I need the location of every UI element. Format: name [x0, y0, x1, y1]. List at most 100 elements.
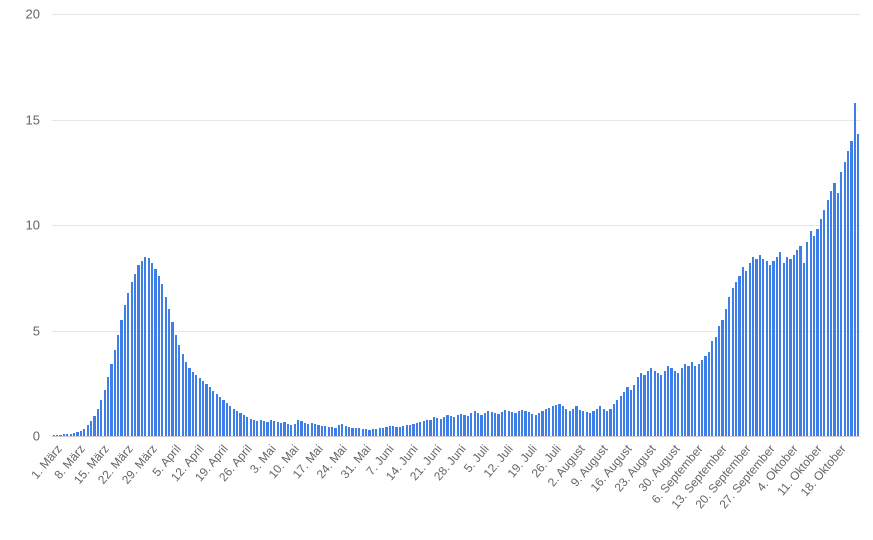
bar — [677, 373, 679, 436]
bar — [616, 400, 618, 436]
bar — [219, 397, 221, 436]
bar — [80, 431, 82, 436]
bar — [355, 428, 357, 436]
bar — [555, 405, 557, 436]
bar — [518, 411, 520, 436]
bar — [175, 335, 177, 436]
bar — [687, 366, 689, 436]
bar — [531, 414, 533, 436]
bar — [752, 257, 754, 436]
bar — [236, 411, 238, 436]
bar — [572, 409, 574, 436]
bar — [104, 390, 106, 436]
bar — [691, 362, 693, 436]
bar — [311, 423, 313, 436]
bar — [528, 412, 530, 436]
bar — [429, 420, 431, 436]
bar — [827, 200, 829, 436]
bar — [362, 429, 364, 436]
bar — [749, 263, 751, 436]
bar — [440, 419, 442, 436]
y-tick-label: 5 — [0, 323, 40, 338]
bar — [850, 141, 852, 436]
bar — [745, 271, 747, 436]
bar — [229, 406, 231, 436]
bar — [823, 210, 825, 436]
bar — [497, 414, 499, 436]
bar — [623, 392, 625, 436]
bar — [463, 415, 465, 436]
bar — [263, 421, 265, 436]
bar — [110, 364, 112, 436]
bar — [270, 420, 272, 436]
bar — [803, 263, 805, 436]
bar — [416, 423, 418, 436]
bar — [813, 236, 815, 436]
bar — [280, 423, 282, 436]
bar — [389, 426, 391, 436]
bar — [317, 425, 319, 436]
bar — [735, 282, 737, 436]
bar — [732, 288, 734, 436]
bar — [331, 427, 333, 436]
bar — [453, 417, 455, 436]
bar — [660, 375, 662, 436]
bar — [226, 403, 228, 436]
bar — [494, 413, 496, 436]
bar — [233, 409, 235, 436]
bar — [202, 381, 204, 436]
bar — [399, 427, 401, 436]
bar — [806, 242, 808, 436]
bar — [151, 263, 153, 436]
bar — [535, 415, 537, 436]
y-tick-label: 10 — [0, 218, 40, 233]
bar — [114, 350, 116, 437]
bar — [548, 408, 550, 436]
bar — [552, 406, 554, 436]
bar — [640, 373, 642, 436]
bar — [406, 425, 408, 436]
bar — [599, 406, 601, 436]
bar — [545, 409, 547, 436]
bar — [117, 335, 119, 436]
bar — [53, 435, 55, 436]
bar — [511, 412, 513, 436]
bar — [222, 400, 224, 436]
bar — [392, 426, 394, 436]
bar — [246, 417, 248, 436]
bar — [657, 373, 659, 436]
bar — [379, 428, 381, 436]
bar — [324, 426, 326, 436]
bar — [810, 231, 812, 436]
bar — [375, 429, 377, 436]
plot-area — [52, 14, 860, 436]
bar — [124, 305, 126, 436]
bar — [592, 411, 594, 436]
bar — [698, 364, 700, 436]
bar — [514, 413, 516, 436]
bar — [199, 378, 201, 436]
bar — [165, 297, 167, 436]
bar — [491, 412, 493, 436]
bar — [504, 410, 506, 436]
bar — [148, 258, 150, 436]
bar — [613, 404, 615, 436]
bar — [368, 430, 370, 436]
bar — [321, 426, 323, 436]
bar — [158, 276, 160, 436]
bar — [216, 394, 218, 436]
bar — [290, 425, 292, 436]
bar — [847, 151, 849, 436]
bar — [97, 409, 99, 436]
bar — [100, 400, 102, 436]
bar — [56, 435, 58, 436]
bar — [185, 362, 187, 436]
bar — [168, 309, 170, 436]
bar — [586, 412, 588, 436]
bar — [243, 415, 245, 436]
bar — [816, 229, 818, 436]
bar — [799, 246, 801, 436]
bar — [297, 420, 299, 436]
bar — [283, 422, 285, 436]
bar — [508, 411, 510, 436]
